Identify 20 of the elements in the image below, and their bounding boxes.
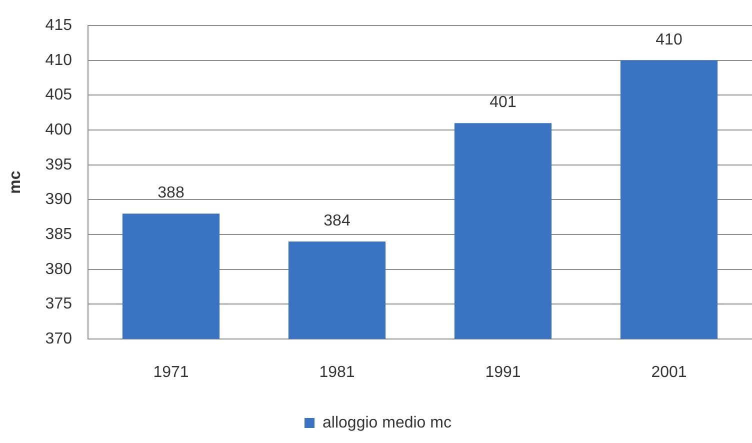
- data-label: 410: [656, 31, 682, 48]
- data-label: 401: [490, 94, 516, 112]
- y-tick-label: 370: [45, 330, 72, 348]
- y-tick-label: 415: [45, 17, 72, 34]
- y-axis-title: mc: [7, 170, 24, 194]
- x-tick-label: 1981: [319, 364, 355, 382]
- data-label: 388: [158, 184, 184, 202]
- y-tick-label: 395: [45, 156, 72, 174]
- x-tick-label: 1971: [153, 364, 189, 382]
- y-tick-label: 390: [45, 191, 72, 208]
- x-tick-label: 1991: [485, 364, 521, 382]
- data-label: 384: [324, 212, 350, 230]
- legend-label: alloggio medio mc: [322, 414, 452, 432]
- x-tick-label: 2001: [651, 364, 687, 382]
- y-tick-label: 400: [45, 121, 72, 138]
- y-tick-label: 410: [45, 52, 72, 69]
- y-tick-label: 380: [45, 260, 72, 278]
- y-tick-label: 405: [45, 86, 72, 104]
- y-tick-label: 385: [45, 226, 72, 243]
- y-tick-label: 375: [45, 296, 72, 313]
